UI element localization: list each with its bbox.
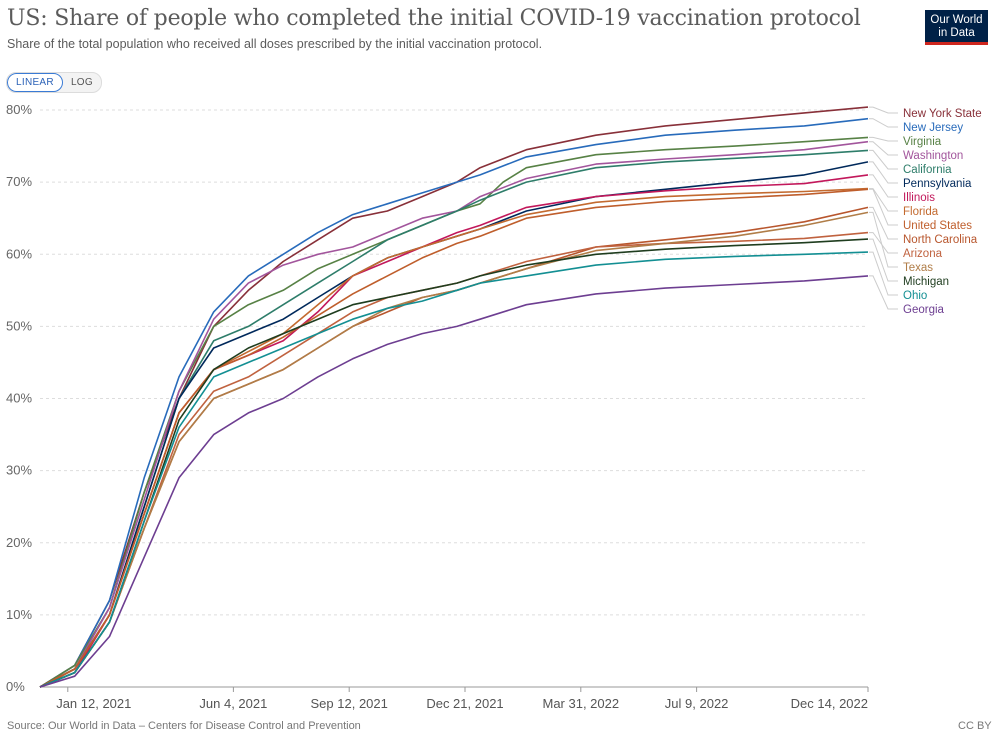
series-line-michigan bbox=[39, 238, 869, 688]
label-connector bbox=[869, 161, 898, 184]
label-connector bbox=[869, 275, 898, 310]
log-scale-button[interactable]: LOG bbox=[70, 77, 93, 88]
legend-label: North Carolina bbox=[903, 234, 978, 246]
x-tick-label: Dec 14, 2022 bbox=[791, 696, 868, 711]
x-tick-label: Jun 4, 2021 bbox=[199, 696, 267, 711]
label-connector bbox=[869, 149, 898, 170]
series-line-united-states bbox=[39, 188, 869, 688]
label-connector bbox=[869, 188, 898, 226]
logo-line-1: Our World bbox=[930, 14, 983, 26]
y-tick-label: 40% bbox=[6, 391, 32, 406]
y-tick-label: 70% bbox=[6, 174, 32, 189]
label-connector bbox=[869, 106, 898, 114]
y-tick-label: 20% bbox=[6, 535, 32, 550]
y-tick-label: 80% bbox=[6, 102, 32, 117]
legend-label: California bbox=[903, 164, 952, 176]
x-tick-label: Dec 21, 2021 bbox=[426, 696, 503, 711]
legend-label: New Jersey bbox=[903, 122, 963, 134]
y-tick-label: 0% bbox=[6, 679, 25, 694]
series-line-new-jersey bbox=[39, 117, 869, 688]
x-tick-label: Sep 12, 2021 bbox=[311, 696, 388, 711]
license-note: CC BY bbox=[958, 720, 992, 732]
linear-scale-button[interactable]: LINEAR bbox=[7, 73, 63, 92]
series-line-texas bbox=[39, 211, 869, 688]
legend-label: Washington bbox=[903, 150, 963, 162]
legend-label: Virginia bbox=[903, 136, 942, 148]
label-connector bbox=[869, 238, 898, 282]
series-line-illinois bbox=[39, 174, 869, 688]
label-connector bbox=[869, 118, 898, 128]
legend-label: Michigan bbox=[903, 276, 949, 288]
y-tick-label: 50% bbox=[6, 318, 32, 333]
label-connector bbox=[869, 232, 898, 254]
logo-line-2: in Data bbox=[938, 27, 975, 39]
chart-title: US: Share of people who completed the in… bbox=[7, 6, 861, 31]
y-tick-label: 10% bbox=[6, 607, 32, 622]
label-connector bbox=[869, 188, 898, 212]
legend-label: Arizona bbox=[903, 248, 943, 260]
legend-label: Ohio bbox=[903, 290, 927, 302]
y-tick-label: 30% bbox=[6, 463, 32, 478]
x-tick-label: Jan 12, 2021 bbox=[56, 696, 131, 711]
scale-toggle[interactable]: LINEAR LOG bbox=[6, 72, 102, 93]
legend-label: Florida bbox=[903, 206, 939, 218]
label-connector bbox=[869, 136, 898, 142]
chart-subtitle: Share of the total population who receiv… bbox=[7, 37, 543, 51]
owid-logo[interactable]: Our World in Data bbox=[925, 10, 988, 45]
series-line-arizona bbox=[39, 231, 869, 688]
series-line-washington bbox=[39, 140, 869, 688]
legend-label: Texas bbox=[903, 262, 933, 274]
series-line-virginia bbox=[39, 136, 869, 688]
legend-label: Georgia bbox=[903, 304, 945, 316]
y-tick-label: 60% bbox=[6, 246, 32, 261]
label-connector bbox=[869, 174, 898, 198]
label-connector bbox=[869, 206, 898, 240]
label-connector bbox=[869, 251, 898, 296]
x-tick-label: Jul 9, 2022 bbox=[665, 696, 729, 711]
series-line-ohio bbox=[39, 251, 869, 688]
legend-label: Illinois bbox=[903, 192, 935, 204]
legend-label: Pennsylvania bbox=[903, 178, 972, 190]
legend-label: New York State bbox=[903, 108, 982, 120]
legend-label: United States bbox=[903, 220, 972, 232]
source-note: Source: Our World in Data – Centers for … bbox=[7, 720, 361, 732]
series-line-georgia bbox=[39, 275, 869, 688]
label-connector bbox=[869, 141, 898, 156]
x-tick-label: Mar 31, 2022 bbox=[543, 696, 620, 711]
label-connector bbox=[869, 211, 898, 268]
